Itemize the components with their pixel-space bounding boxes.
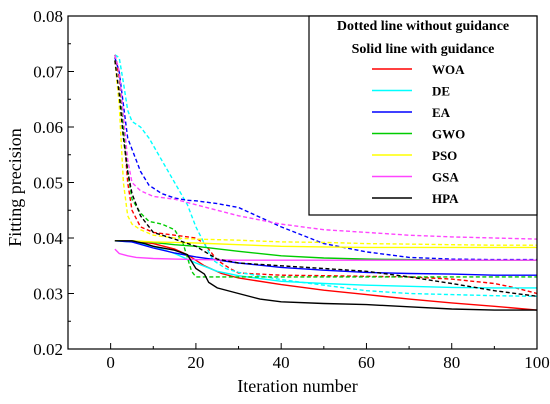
series-woa-solid-line [114,240,538,311]
y-tick-label: 0.02 [33,340,63,359]
series-ea-solid-line [114,240,537,276]
x-tick-label: 20 [187,353,204,372]
series-pso-dotted-line [114,60,537,246]
series-ea-dotted-line [114,57,537,261]
y-tick-label: 0.07 [33,63,63,82]
legend-label-ea: EA [432,105,451,120]
series-pso-solid-line [114,240,537,249]
series-hpa-solid-line [114,240,537,311]
series-gwo-dotted-line [114,54,537,278]
series-de-dotted-line [114,54,538,297]
y-tick-label: 0.05 [33,174,63,193]
x-tick-label: 60 [358,353,375,372]
series-gsa-solid-line [114,248,537,261]
legend-header-solid: Solid line with guidance [352,42,495,57]
series-hpa-dotted-line [114,60,538,297]
legend-label-hpa: HPA [432,191,459,206]
y-axis-title: Fitting precision [5,128,25,247]
x-tick-label: 40 [273,353,290,372]
x-tick-label: 100 [524,353,550,372]
axes: 0 20 40 60 80 100 0.02 0.03 0.04 0.05 0.06 0.07 0.08 [33,7,550,372]
series-gsa-dotted-line [114,54,538,240]
legend-label-de: DE [432,84,450,99]
plot-lines [114,54,538,311]
legend-label-gwo: GWO [432,127,465,142]
y-tick-label: 0.08 [33,7,63,26]
y-tick-label: 0.06 [33,118,63,137]
legend-label-pso: PSO [432,148,457,163]
legend-label-gsa: GSA [432,170,459,185]
legend: Dotted line without guidance Solid line … [308,15,538,216]
x-axis-title: Iteration number [237,376,357,396]
legend-box [308,15,538,216]
x-tick-label: 80 [443,353,460,372]
y-tick-label: 0.04 [33,229,63,248]
legend-entries: WOA DE EA GWO PSO GSA HPA [372,62,465,206]
legend-label-woa: WOA [432,62,465,77]
legend-header-dotted: Dotted line without guidance [337,19,509,34]
x-tick-label: 0 [106,353,115,372]
y-tick-label: 0.03 [33,285,63,304]
